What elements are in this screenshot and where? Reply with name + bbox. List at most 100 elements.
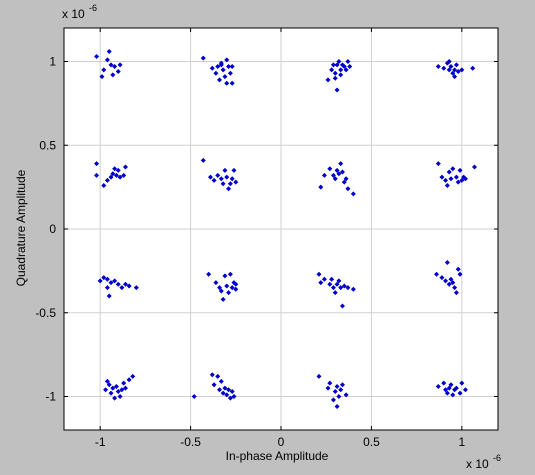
data-point bbox=[330, 397, 336, 403]
data-point bbox=[227, 70, 233, 76]
data-point bbox=[220, 181, 226, 187]
data-point bbox=[341, 64, 347, 70]
data-point bbox=[122, 385, 128, 391]
data-point bbox=[215, 373, 221, 379]
data-point bbox=[345, 285, 351, 291]
data-point bbox=[471, 164, 477, 170]
data-point bbox=[462, 176, 468, 182]
data-point bbox=[213, 280, 219, 286]
data-point bbox=[108, 174, 114, 180]
data-point bbox=[439, 174, 445, 180]
y-exponent-label: x 10 -6 bbox=[62, 3, 97, 21]
data-point bbox=[332, 388, 338, 394]
data-point bbox=[126, 377, 132, 383]
data-point bbox=[229, 176, 235, 182]
data-point bbox=[110, 385, 116, 391]
data-point bbox=[453, 174, 459, 180]
data-point bbox=[435, 161, 441, 167]
y-tick-label: -1 bbox=[45, 390, 56, 404]
data-point bbox=[453, 62, 459, 68]
y-axis-label: Quadrature Amplitude bbox=[14, 169, 28, 286]
data-point bbox=[446, 67, 452, 73]
x-axis-ticks: -1 -0.5 0 0.5 1 bbox=[95, 28, 465, 449]
data-point bbox=[112, 166, 118, 172]
data-point bbox=[435, 383, 441, 389]
data-point bbox=[233, 286, 239, 292]
data-point bbox=[325, 385, 331, 391]
data-point bbox=[222, 385, 228, 391]
data-point bbox=[330, 172, 336, 178]
data-point bbox=[329, 67, 335, 73]
data-point bbox=[133, 285, 139, 291]
data-point bbox=[229, 285, 235, 291]
data-point bbox=[321, 172, 327, 178]
data-point bbox=[229, 80, 235, 86]
data-point bbox=[122, 164, 128, 170]
data-point bbox=[215, 172, 221, 178]
x-exponent-base: x 10 bbox=[466, 457, 489, 471]
data-point bbox=[332, 70, 338, 76]
data-point bbox=[453, 290, 459, 296]
data-point bbox=[117, 394, 123, 399]
data-point bbox=[452, 285, 458, 291]
data-point bbox=[441, 380, 447, 386]
data-point bbox=[334, 167, 340, 173]
data-point bbox=[457, 167, 463, 173]
data-point bbox=[103, 387, 109, 393]
data-point bbox=[446, 281, 452, 287]
data-point bbox=[332, 176, 338, 182]
data-point bbox=[222, 167, 228, 173]
data-point bbox=[339, 382, 345, 388]
data-point bbox=[104, 378, 110, 384]
data-point bbox=[330, 285, 336, 291]
x-tick-label: 0 bbox=[278, 435, 285, 449]
data-point bbox=[459, 67, 465, 73]
data-point bbox=[441, 65, 447, 71]
data-point bbox=[345, 186, 351, 192]
data-point bbox=[325, 77, 331, 83]
data-point bbox=[448, 276, 454, 282]
data-point bbox=[443, 278, 449, 284]
data-point bbox=[104, 57, 110, 63]
data-point bbox=[457, 390, 463, 396]
data-point bbox=[316, 271, 322, 277]
data-point bbox=[231, 167, 237, 173]
data-point bbox=[229, 64, 235, 70]
data-point bbox=[106, 48, 112, 54]
data-point bbox=[341, 283, 347, 289]
data-point bbox=[462, 387, 468, 393]
data-point bbox=[213, 70, 219, 76]
data-point bbox=[446, 385, 452, 391]
data-point bbox=[227, 395, 233, 401]
y-tick-label: -0.5 bbox=[35, 306, 56, 320]
data-point bbox=[110, 72, 116, 78]
data-point bbox=[206, 271, 212, 277]
data-point bbox=[119, 387, 125, 393]
data-point bbox=[113, 383, 119, 389]
data-point bbox=[117, 62, 123, 68]
data-point bbox=[209, 65, 215, 71]
data-point bbox=[115, 69, 121, 75]
data-point bbox=[453, 385, 459, 391]
data-point bbox=[327, 380, 333, 386]
data-point bbox=[345, 59, 351, 64]
data-point bbox=[343, 67, 349, 73]
data-point bbox=[343, 176, 349, 182]
data-point bbox=[444, 182, 450, 188]
data-point bbox=[336, 278, 342, 284]
data-point bbox=[334, 62, 340, 68]
x-exponent-label: x 10 -6 bbox=[466, 453, 501, 471]
data-point bbox=[231, 394, 237, 399]
data-point bbox=[108, 280, 114, 286]
data-point bbox=[99, 74, 105, 80]
data-point bbox=[104, 276, 110, 282]
data-point bbox=[94, 161, 100, 167]
data-point bbox=[329, 276, 335, 282]
data-point bbox=[332, 290, 338, 296]
data-point bbox=[211, 177, 217, 183]
data-point bbox=[220, 296, 226, 302]
data-point bbox=[108, 62, 114, 68]
data-point bbox=[339, 303, 345, 309]
data-point bbox=[450, 166, 456, 172]
data-point bbox=[110, 171, 116, 177]
